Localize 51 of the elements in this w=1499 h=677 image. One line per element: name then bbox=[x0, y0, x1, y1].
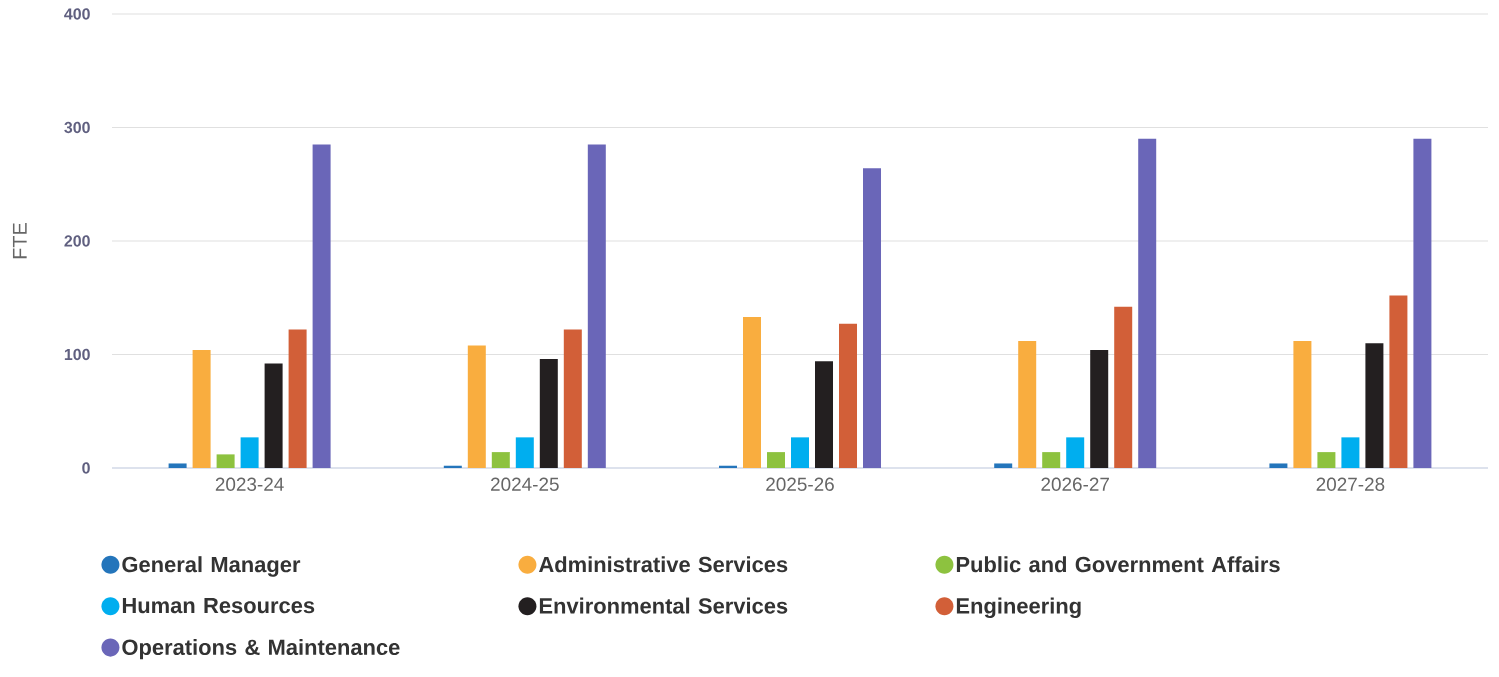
bar bbox=[467, 345, 486, 468]
x-tick-label: 2025-26 bbox=[766, 477, 834, 491]
x-tick-label: 2027-28 bbox=[1316, 477, 1385, 491]
bar bbox=[1138, 138, 1157, 468]
bar bbox=[515, 437, 534, 468]
y-axis-title: FTE bbox=[12, 223, 27, 259]
legend-label: General Manager bbox=[122, 556, 301, 577]
bar bbox=[1389, 295, 1408, 468]
bar bbox=[863, 168, 881, 468]
bar bbox=[539, 359, 558, 468]
bar bbox=[1066, 437, 1085, 468]
legend-label: Public and Government Affairs bbox=[956, 556, 1280, 573]
x-tick-label: 2026-27 bbox=[1041, 477, 1109, 491]
bar bbox=[1341, 437, 1360, 468]
bar bbox=[491, 452, 510, 468]
bar bbox=[587, 144, 606, 468]
bar bbox=[743, 317, 761, 468]
bar bbox=[192, 349, 211, 468]
y-tick-label: 200 bbox=[64, 235, 90, 247]
bar bbox=[168, 463, 187, 468]
bar bbox=[839, 323, 857, 468]
x-tick-label: 2024-25 bbox=[491, 477, 559, 491]
legend-label: Human Resources bbox=[122, 597, 315, 614]
bar bbox=[563, 329, 582, 468]
bar bbox=[240, 437, 259, 468]
legend-label: Operations & Maintenance bbox=[122, 638, 400, 660]
bar bbox=[1293, 340, 1312, 468]
bar bbox=[994, 463, 1013, 468]
bar bbox=[1269, 463, 1288, 468]
bar bbox=[216, 454, 235, 468]
bar bbox=[312, 144, 331, 468]
bar bbox=[288, 329, 307, 468]
bar bbox=[767, 452, 785, 468]
bar bbox=[791, 437, 809, 468]
bar bbox=[1114, 306, 1133, 468]
y-tick-label: 300 bbox=[64, 121, 90, 134]
legend-label: Environmental Services bbox=[539, 597, 788, 614]
bar bbox=[1042, 452, 1061, 468]
legend-label: Administrative Services bbox=[538, 556, 788, 573]
bar bbox=[1018, 340, 1037, 468]
x-tick-label: 2023-24 bbox=[215, 477, 284, 491]
bar bbox=[1090, 349, 1109, 468]
bar bbox=[1365, 343, 1384, 468]
bar bbox=[1317, 452, 1336, 468]
y-tick-label: 100 bbox=[64, 348, 90, 361]
bar bbox=[264, 363, 283, 468]
bar bbox=[1413, 138, 1432, 468]
legend-label: Engineering bbox=[956, 597, 1081, 619]
y-tick-label: 400 bbox=[64, 8, 90, 20]
y-tick-label: 0 bbox=[82, 462, 90, 474]
bar bbox=[815, 361, 833, 468]
